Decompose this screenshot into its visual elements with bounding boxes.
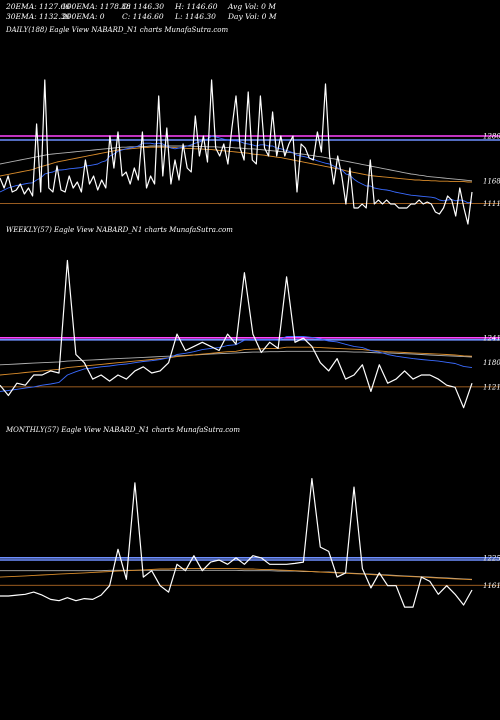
weekly-series-ema-grey (0, 350, 473, 366)
header-open: O: 1146.30 (122, 2, 165, 11)
header-close: C: 1146.60 (122, 12, 164, 21)
monthly-series-ema-orange (0, 568, 473, 581)
header-high: H: 1146.60 (175, 2, 218, 11)
weekly-y-tick-label: 1180 (483, 359, 500, 367)
daily-y-tick-label: 1280 (483, 133, 500, 141)
weekly-series-ema-orange (0, 346, 473, 376)
monthly-y-tick-label: 1225 (483, 554, 500, 562)
monthly-series-ema-grey (0, 569, 473, 580)
daily-series-ema-blue (0, 135, 473, 204)
weekly-y-tick-label: 1241 (483, 334, 500, 342)
weekly-chart: 1241 1180 1121 (0, 259, 500, 409)
header-avg-vol: Avg Vol: 0 M (228, 2, 276, 11)
weekly-series-price (0, 259, 473, 409)
monthly-chart: 1225 1161 (0, 477, 500, 608)
weekly-y-tick-label: 1121 (483, 383, 500, 391)
daily-series-ema-orange (0, 146, 472, 183)
header-ema20: 20EMA: 1127.66 (6, 2, 71, 11)
weekly-chart-title: WEEKLY(57) Eagle View NABARD_N1 charts M… (6, 226, 233, 234)
monthly-chart-title: MONTHLY(57) Eagle View NABARD_N1 charts … (6, 426, 241, 434)
daily-series-price (0, 79, 473, 225)
daily-series-ema-grey (0, 145, 473, 182)
daily-y-tick-label: 1111 (483, 200, 500, 208)
daily-chart-title: DAILY(188) Eagle View NABARD_N1 charts M… (6, 26, 229, 34)
header-day-vol: Day Vol: 0 M (228, 12, 277, 21)
daily-chart: 1280 1168 1111 (0, 79, 500, 225)
header-low: L: 1146.30 (175, 12, 216, 21)
daily-y-tick-label: 1168 (483, 177, 500, 185)
monthly-y-tick-label: 1161 (483, 582, 500, 590)
header-ema200: 200EMA: 0 (62, 12, 105, 21)
header-ema100: 100EMA: 1178.38 (62, 2, 131, 11)
monthly-series-price (0, 477, 473, 608)
header-ema30: 30EMA: 1132.36 (6, 12, 71, 21)
